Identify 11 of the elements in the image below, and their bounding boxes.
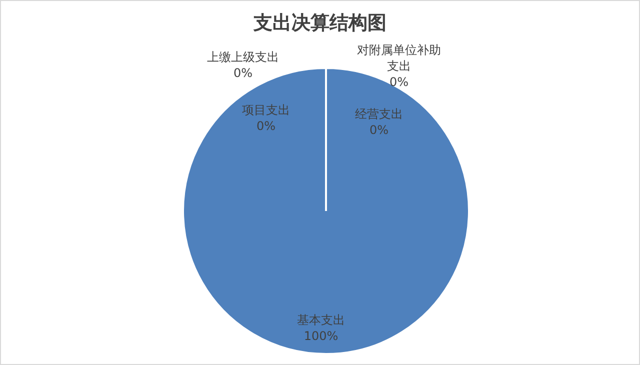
chart-title: 支出决算结构图 bbox=[252, 11, 388, 36]
text: 0% bbox=[389, 75, 409, 89]
slice-label: 基本支出 bbox=[297, 313, 345, 327]
category-label: 经营支出 bbox=[355, 107, 403, 121]
category-label: 上缴上级支出 bbox=[207, 50, 279, 64]
category-label: 项目支出 bbox=[242, 103, 290, 117]
data-label: 100% bbox=[304, 329, 338, 343]
category-label: 对附属单位补助支出 bbox=[357, 43, 441, 73]
text: 0% bbox=[233, 66, 253, 80]
text: 0% bbox=[369, 123, 389, 137]
text: 0% bbox=[256, 119, 276, 133]
